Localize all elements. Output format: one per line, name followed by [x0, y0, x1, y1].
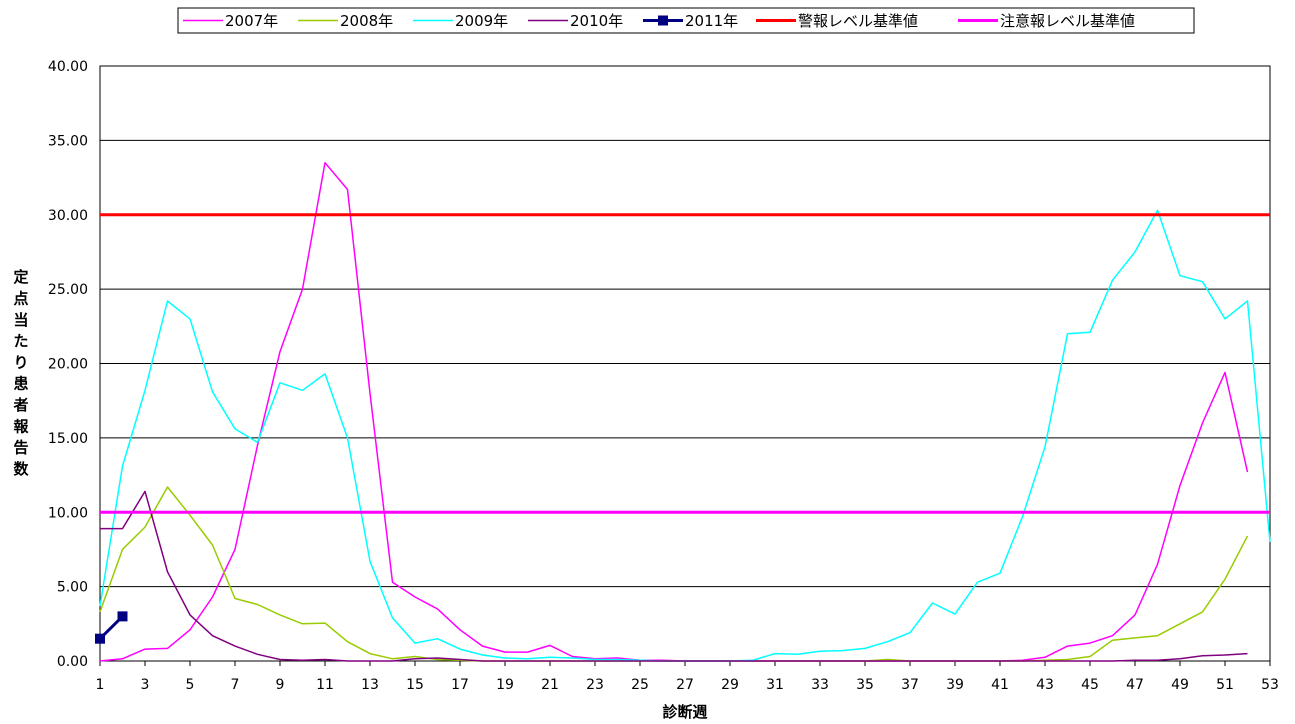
- x-tick-label: 21: [541, 677, 559, 693]
- legend: 2007年 2008年 2009年 2010年 2011年 警報レベル基準値 注意報レベル基…: [177, 7, 1195, 34]
- legend-label: 警報レベル基準値: [798, 12, 918, 30]
- legend-entry: 2010年: [528, 12, 623, 30]
- x-tick-label: 15: [406, 677, 424, 693]
- legend-entry: 2009年: [413, 12, 508, 30]
- x-tick-label: 11: [316, 677, 334, 693]
- y-tick-label: 35.00: [48, 133, 88, 149]
- series-lines: [95, 161, 1271, 662]
- legend-label: 2011年: [685, 12, 738, 30]
- x-axis-title: 診断週: [662, 703, 707, 721]
- series-line-2: [99, 209, 1271, 662]
- y-axis-title-char: 報: [13, 417, 29, 435]
- legend-label: 2007年: [225, 12, 278, 30]
- y-axis-title-char: 告: [13, 439, 28, 457]
- gridlines: [100, 139, 1270, 588]
- x-tick-labels: 1 3 5 7 9 11 13 15 17 19 21 23 25 27 29 31 33 35 37 39 41 43 4…: [96, 661, 1279, 693]
- x-tick-label: 53: [1261, 677, 1279, 693]
- y-axis-title-char: 者: [13, 396, 28, 414]
- x-tick-label: 19: [496, 677, 514, 693]
- x-tick-label: 43: [1036, 677, 1054, 693]
- y-axis-title-char: 定: [13, 268, 28, 286]
- x-tick-label: 33: [811, 677, 829, 693]
- x-tick-label: 23: [586, 677, 604, 693]
- data-point: [95, 633, 105, 644]
- y-tick-label: 20.00: [48, 357, 88, 373]
- legend-label: 2010年: [570, 12, 623, 30]
- legend-entry: 2007年: [183, 12, 278, 30]
- x-tick-label: 49: [1171, 677, 1189, 693]
- legend-entry: 警報レベル基準値: [756, 12, 918, 30]
- legend-label: 2009年: [455, 12, 508, 30]
- legend-entry: 2011年: [643, 12, 738, 30]
- x-tick-label: 25: [631, 677, 649, 693]
- x-tick-label: 35: [856, 677, 874, 693]
- legend-entry: 2008年: [298, 12, 393, 30]
- series-line-3: [100, 490, 1248, 662]
- y-axis-title-char: 数: [13, 460, 29, 478]
- y-axis-title-char: 当: [13, 311, 28, 329]
- y-axis-title-char: り: [13, 353, 28, 371]
- data-point: [117, 611, 128, 622]
- x-tick-label: 17: [451, 677, 469, 693]
- y-tick-label: 25.00: [48, 282, 88, 298]
- x-tick-label: 41: [991, 677, 1009, 693]
- x-tick-label: 5: [186, 677, 195, 693]
- x-tick-label: 13: [361, 677, 379, 693]
- x-tick-label: 3: [141, 677, 150, 693]
- x-tick-label: 37: [901, 677, 919, 693]
- x-tick-label: 29: [721, 677, 739, 693]
- y-axis-title-char: 患: [13, 375, 28, 393]
- y-tick-label: 10.00: [48, 505, 88, 521]
- x-tick-label: 27: [676, 677, 694, 693]
- y-tick-label: 30.00: [48, 208, 88, 224]
- x-tick-label: 7: [231, 677, 240, 693]
- y-tick-label: 15.00: [48, 431, 88, 447]
- x-tick-label: 47: [1126, 677, 1144, 693]
- y-tick-label: 40.00: [48, 59, 88, 75]
- legend-label: 2008年: [340, 12, 393, 30]
- y-tick-labels: 0.00 5.00 10.00 15.00 20.00 25.00 30.00 35.00 40…: [48, 59, 88, 670]
- legend-frame: [177, 7, 1195, 34]
- x-tick-label: 31: [766, 677, 784, 693]
- legend-marker: [658, 15, 668, 26]
- y-tick-label: 5.00: [57, 580, 88, 596]
- x-tick-label: 51: [1216, 677, 1234, 693]
- y-axis-title-char: た: [13, 332, 28, 350]
- x-tick-label: 9: [276, 677, 285, 693]
- legend-entry: 注意報レベル基準値: [958, 12, 1135, 30]
- legend-label: 注意報レベル基準値: [1000, 12, 1135, 30]
- x-tick-label: 39: [946, 677, 964, 693]
- y-tick-label: 0.00: [57, 654, 88, 670]
- y-axis-title-char: 点: [13, 289, 28, 307]
- x-tick-label: 45: [1081, 677, 1099, 693]
- x-tick-label: 1: [96, 677, 105, 693]
